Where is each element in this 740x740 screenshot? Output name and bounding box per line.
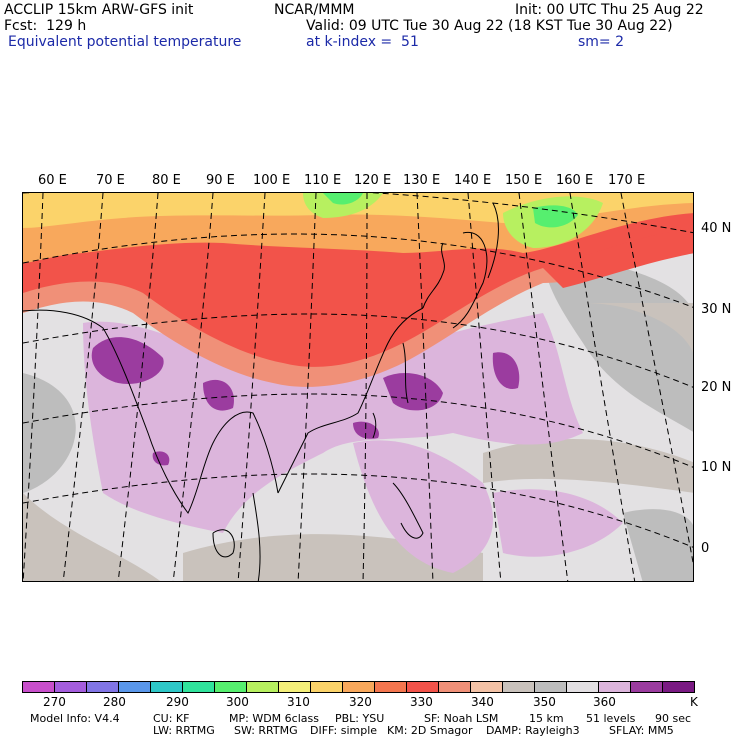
colorbar-label: 350 bbox=[533, 695, 556, 709]
high-theta-e bbox=[383, 373, 443, 411]
field-name: Equivalent potential temperature bbox=[8, 34, 242, 50]
colorbar-units: K bbox=[690, 695, 698, 709]
colorbar-swatch bbox=[247, 682, 279, 692]
lon-label: 80 E bbox=[152, 173, 181, 188]
model-info: Model Info: V4.4 bbox=[30, 712, 120, 725]
lon-label: 70 E bbox=[96, 173, 125, 188]
gray-band bbox=[583, 303, 693, 354]
colorbar-swatch bbox=[183, 682, 215, 692]
lon-label: 60 E bbox=[38, 173, 67, 188]
high-theta-e bbox=[91, 337, 164, 384]
sf-scheme: SF: Noah LSM bbox=[424, 712, 499, 725]
smoothing-value: sm= 2 bbox=[578, 34, 625, 50]
colorbar-label: 280 bbox=[103, 695, 126, 709]
lon-label: 170 E bbox=[608, 173, 646, 188]
gray-band bbox=[543, 253, 693, 432]
lat-label: 30 N bbox=[701, 302, 732, 317]
colorbar-swatch bbox=[503, 682, 535, 692]
colorbar bbox=[22, 681, 695, 693]
lon-label: 90 E bbox=[206, 173, 235, 188]
colorbar-swatch bbox=[407, 682, 439, 692]
resolution: 15 km bbox=[529, 712, 564, 725]
warm-band bbox=[543, 228, 693, 288]
high-theta-e bbox=[492, 352, 520, 389]
colorbar-swatch bbox=[23, 682, 55, 692]
colorbar-label: 360 bbox=[593, 695, 616, 709]
colorbar-swatch bbox=[87, 682, 119, 692]
colorbar-label: 320 bbox=[349, 695, 372, 709]
graticule bbox=[23, 193, 693, 581]
colorbar-swatch bbox=[663, 682, 694, 692]
valid-time: Valid: 09 UTC Tue 30 Aug 22 (18 KST Tue … bbox=[306, 18, 673, 34]
colorbar-swatch bbox=[215, 682, 247, 692]
forecast-hour: Fcst: 129 h bbox=[4, 18, 87, 34]
gray-band bbox=[23, 493, 161, 581]
gray-band bbox=[483, 439, 693, 493]
high-theta-e bbox=[152, 451, 170, 466]
colorbar-swatch bbox=[55, 682, 87, 692]
colorbar-label: 310 bbox=[287, 695, 310, 709]
cu-scheme: CU: KF bbox=[153, 712, 190, 725]
coastlines bbox=[23, 202, 499, 581]
sflay-scheme: SFLAY: MM5 bbox=[609, 724, 674, 737]
colorbar-swatch bbox=[535, 682, 567, 692]
sw-scheme: SW: RRTMG bbox=[234, 724, 298, 737]
gray-band bbox=[23, 373, 76, 493]
colorbar-label: 340 bbox=[471, 695, 494, 709]
colorbar-swatch bbox=[279, 682, 311, 692]
levels: 51 levels bbox=[586, 712, 636, 725]
colorbar-swatch bbox=[343, 682, 375, 692]
timestep: 90 sec bbox=[655, 712, 692, 725]
lon-label: 110 E bbox=[304, 173, 342, 188]
high-theta-e bbox=[203, 379, 234, 411]
colorbar-swatch bbox=[599, 682, 631, 692]
lon-label: 100 E bbox=[253, 173, 291, 188]
lon-label: 120 E bbox=[354, 173, 392, 188]
organization-label: NCAR/MMM bbox=[274, 2, 355, 18]
colorbar-swatch bbox=[119, 682, 151, 692]
colorbar-label: 270 bbox=[43, 695, 66, 709]
cool-patch bbox=[533, 205, 578, 228]
colorbar-swatch bbox=[631, 682, 663, 692]
init-time: Init: 00 UTC Thu 25 Aug 22 bbox=[515, 2, 704, 18]
colorbar-swatch bbox=[567, 682, 599, 692]
lat-label: 20 N bbox=[701, 380, 732, 395]
colorbar-swatch bbox=[471, 682, 503, 692]
colorbar-label: 330 bbox=[410, 695, 433, 709]
km-scheme: KM: 2D Smagor bbox=[387, 724, 473, 737]
cool-patch bbox=[303, 193, 383, 218]
model-title: ACCLIP 15km ARW-GFS init bbox=[4, 2, 194, 18]
theta-e-field bbox=[23, 193, 693, 581]
lon-label: 140 E bbox=[454, 173, 492, 188]
moist-region bbox=[493, 489, 623, 557]
lat-label: 0 bbox=[701, 541, 710, 556]
level-index: at k-index = 51 bbox=[306, 34, 419, 50]
lon-label: 150 E bbox=[505, 173, 543, 188]
lat-label: 10 N bbox=[701, 460, 732, 475]
pbl-scheme: PBL: YSU bbox=[335, 712, 385, 725]
colorbar-label: 290 bbox=[166, 695, 189, 709]
diff-scheme: DIFF: simple bbox=[310, 724, 378, 737]
high-theta-e bbox=[353, 421, 379, 439]
moist-region bbox=[353, 440, 493, 573]
colorbar-swatch bbox=[311, 682, 343, 692]
colorbar-label: 300 bbox=[226, 695, 249, 709]
lat-label: 40 N bbox=[701, 221, 732, 236]
lon-label: 160 E bbox=[556, 173, 594, 188]
lon-label: 130 E bbox=[403, 173, 441, 188]
colorbar-swatch bbox=[151, 682, 183, 692]
mp-scheme: MP: WDM 6class bbox=[229, 712, 319, 725]
cool-patch bbox=[323, 193, 363, 205]
damp-scheme: DAMP: Rayleigh3 bbox=[486, 724, 580, 737]
lw-scheme: LW: RRTMG bbox=[153, 724, 215, 737]
colorbar-swatch bbox=[439, 682, 471, 692]
colorbar-swatch bbox=[375, 682, 407, 692]
map-panel bbox=[22, 192, 694, 582]
